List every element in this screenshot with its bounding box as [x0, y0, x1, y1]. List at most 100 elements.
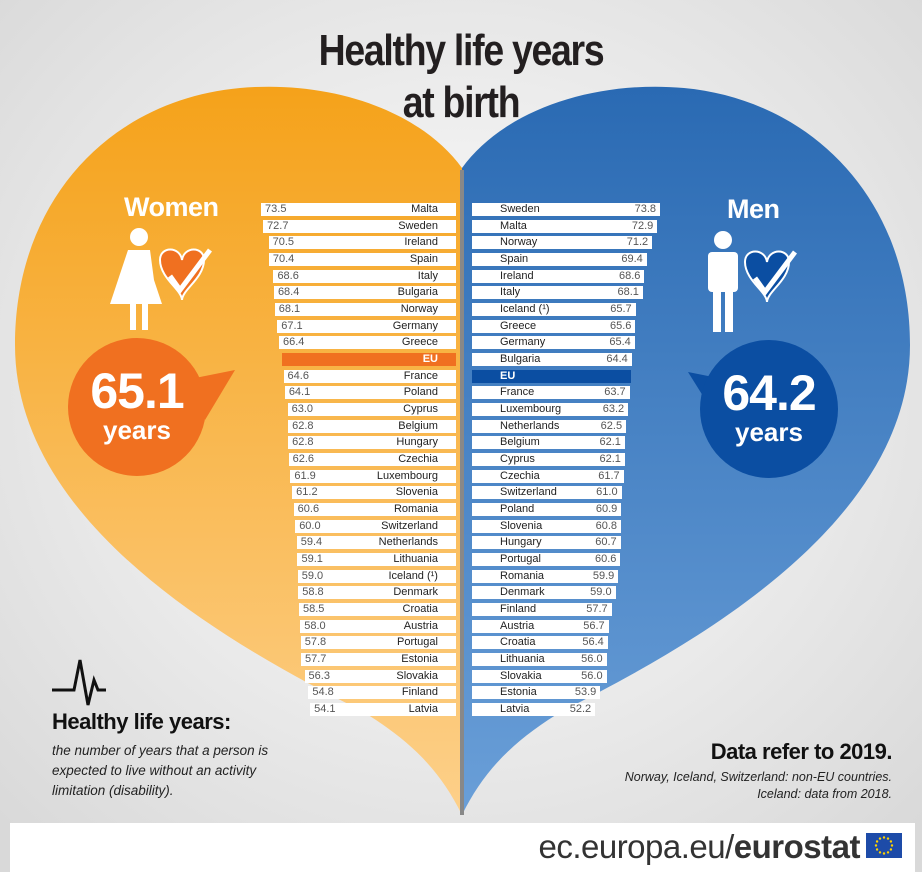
men-bar: Switzerland 61.0 — [472, 486, 622, 500]
men-bar: Latvia 52.2 — [472, 703, 596, 717]
bar-label: Norway — [500, 236, 538, 249]
bar-label: Portugal — [500, 553, 541, 566]
men-bar: Czechia 61.7 — [472, 469, 624, 483]
women-eu-bubble: 65.1 years — [68, 338, 206, 476]
women-bar: 57.7 Estonia — [301, 653, 456, 667]
bar-value: 73.5 — [265, 203, 287, 215]
bar-value: 52.2 — [569, 703, 592, 716]
bar-value: 58.0 — [304, 619, 326, 632]
bar-value: 56.3 — [308, 669, 330, 682]
bar-label: Italy — [500, 286, 521, 299]
bar-value: 59.9 — [592, 569, 615, 582]
bar-label: Estonia — [401, 653, 438, 666]
men-label: Men — [727, 194, 780, 224]
bar-value: 71.2 — [626, 236, 649, 249]
bar-label: Cyprus — [403, 403, 438, 416]
women-bar: 57.8 Portugal — [300, 636, 456, 650]
men-bar: Ireland 68.6 — [472, 269, 645, 283]
bar-label: Czechia — [500, 469, 540, 482]
bar-label: Romania — [393, 503, 438, 516]
bar-label: Luxembourg — [376, 469, 438, 482]
men-bar: Romania 59.9 — [472, 569, 619, 583]
bar-value: 68.4 — [277, 286, 300, 299]
women-bar: 62.8 Belgium — [288, 419, 456, 433]
men-bar: Sweden 73.8 — [472, 203, 660, 216]
eu-star — [889, 848, 893, 851]
women-eu-unit: years — [103, 415, 171, 445]
bar-value: 73.8 — [634, 203, 656, 215]
bar-value: 62.8 — [292, 419, 314, 432]
men-bar: Cyprus 62.1 — [472, 453, 625, 467]
eu-star — [886, 837, 890, 840]
bar-value: 65.4 — [609, 336, 631, 349]
eu-star — [875, 840, 879, 843]
bar-label: Austria — [500, 619, 535, 632]
definition-title: Healthy life years: — [52, 709, 231, 734]
bar-label: Lithuania — [393, 553, 438, 566]
bar-label: Croatia — [500, 636, 536, 649]
bar-label: Finland — [401, 686, 438, 699]
women-bar: 68.1 Norway — [274, 303, 456, 317]
bar-label: Slovakia — [396, 669, 438, 682]
men-bar: Netherlands 62.5 — [472, 419, 627, 433]
bar-label: EU — [500, 369, 516, 382]
bar-label: Greece — [500, 319, 537, 332]
bar-value: 67.1 — [281, 319, 303, 332]
bar-label: Croatia — [402, 603, 438, 616]
bar-value: 64.1 — [288, 386, 311, 399]
men-bar: Italy 68.1 — [472, 286, 643, 300]
women-bar: 68.6 Italy — [273, 269, 456, 283]
eu-flag-logo — [866, 833, 902, 858]
bar-value: 68.6 — [277, 269, 299, 282]
women-bar: 60.6 Romania — [293, 503, 456, 517]
bar-value: 60.0 — [299, 519, 321, 532]
eu-star — [889, 840, 893, 843]
bar-value: 68.1 — [278, 303, 301, 316]
women-bar: 58.5 Croatia — [298, 603, 456, 617]
bar-value: 59.1 — [301, 553, 323, 566]
bar-label: Malta — [411, 203, 438, 215]
bar-value: 56.7 — [583, 619, 605, 632]
bar-label: Poland — [403, 386, 438, 399]
bar-value: 61.7 — [598, 469, 620, 482]
bar-value: 60.6 — [297, 503, 320, 516]
women-label: Women — [124, 192, 219, 222]
bar-value: 63.7 — [604, 386, 626, 399]
bar-label: France — [500, 386, 535, 399]
bar-label: Netherlands — [500, 419, 560, 432]
women-bar: 70.5 Ireland — [268, 236, 456, 250]
bar-label: Hungary — [500, 536, 542, 549]
bar-label: Belgium — [500, 436, 540, 449]
men-bar: Slovenia 60.8 — [472, 519, 621, 533]
bar-label: Spain — [500, 253, 529, 265]
eurostat-link[interactable]: ec.europa.eu/eurostat — [538, 828, 860, 866]
url-prefix: ec.europa.eu/ — [538, 828, 734, 865]
men-bar: Denmark 59.0 — [472, 586, 616, 600]
bar-value: 63.2 — [602, 403, 625, 416]
bar-label: Austria — [403, 619, 438, 632]
bar-value: 53.9 — [574, 686, 597, 699]
bar-value: 61.2 — [296, 486, 318, 499]
bar-value: 63.0 — [291, 403, 314, 416]
bar-value: 56.0 — [581, 669, 603, 682]
men-bar: Lithuania 56.0 — [472, 653, 607, 667]
heartbeat-icon — [52, 659, 106, 706]
bar-value: 54.8 — [312, 686, 334, 699]
bar-value: 59.4 — [300, 536, 323, 549]
men-bar: Croatia 56.4 — [472, 636, 608, 650]
men-bar: Greece 65.6 — [472, 319, 636, 333]
women-bar: 59.1 Lithuania — [297, 553, 456, 567]
bar-value: 66.4 — [283, 336, 305, 349]
bar-value: 57.7 — [305, 653, 327, 666]
eu-star — [878, 851, 882, 854]
bar-label: Italy — [417, 269, 438, 282]
women-bar: 67.1 Germany — [277, 319, 456, 333]
women-bar: 61.9 Luxembourg — [290, 469, 456, 483]
men-bar: Portugal 60.6 — [472, 553, 621, 567]
bar-value: 54.1 — [314, 703, 336, 716]
women-bar: 72.7 Sweden — [263, 219, 456, 233]
women-bar: 59.0 Iceland (¹) — [297, 569, 456, 583]
footer — [10, 823, 915, 872]
page-title-line1: Healthy life years — [318, 26, 605, 75]
bar-value: 68.6 — [618, 269, 641, 282]
